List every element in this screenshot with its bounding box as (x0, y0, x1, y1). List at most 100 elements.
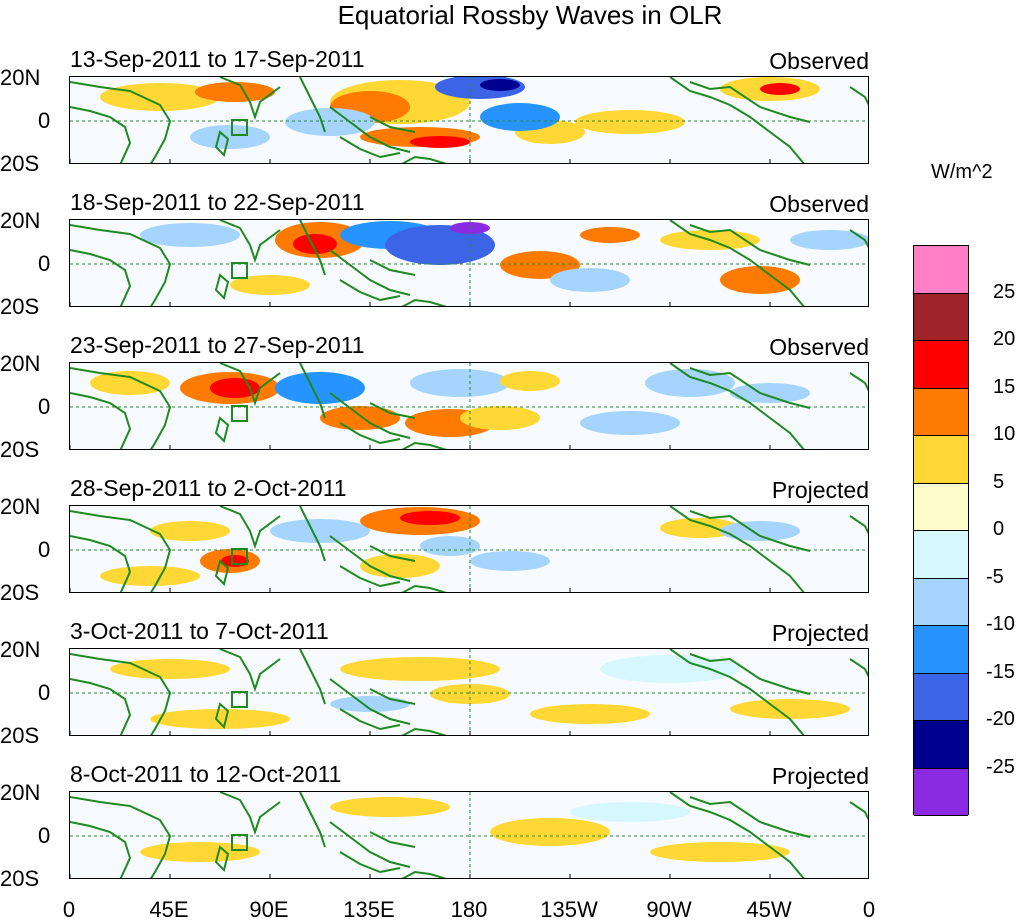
anomaly-contour (550, 268, 630, 292)
coastline (214, 130, 230, 157)
colorbar-swatch (914, 436, 968, 484)
olr-map-panel (69, 219, 869, 307)
colorbar-swatch (914, 531, 968, 579)
olr-map-panel (69, 791, 869, 879)
region-box (231, 691, 248, 708)
anomaly-contour (570, 802, 690, 822)
anomaly-contour (420, 536, 480, 556)
panel-type-label: Observed (769, 334, 869, 360)
colorbar-label: -25 (986, 755, 1015, 778)
colorbar-swatch (914, 768, 968, 816)
coastline (339, 116, 416, 159)
x-tick-label: 45W (746, 897, 792, 922)
panel-type-label: Observed (769, 191, 869, 217)
panel-date-range: 23-Sep-2011 to 27-Sep-2011 (70, 332, 365, 358)
colorbar-label: 25 (993, 280, 1016, 303)
anomaly-contour (470, 551, 550, 571)
anomaly-contour (460, 406, 540, 430)
colorbar-label: 15 (993, 375, 1016, 398)
map-canvas (70, 649, 868, 735)
panel-date-range: 8-Oct-2011 to 12-Oct-2011 (70, 761, 342, 787)
anomaly-contour (150, 709, 290, 729)
coastline (219, 506, 281, 550)
coastline (70, 367, 172, 449)
colorbar-label: -15 (986, 660, 1015, 683)
x-tick-label: 45E (149, 897, 189, 922)
coastline (70, 821, 132, 878)
coastline (70, 653, 172, 735)
anomaly-contour (500, 371, 560, 391)
map-canvas (70, 363, 868, 449)
panel-date-range: 3-Oct-2011 to 7-Oct-2011 (70, 618, 329, 644)
coastline (689, 653, 811, 695)
y-tick-label: 20S (0, 866, 40, 891)
coastline (299, 77, 411, 153)
colorbar-swatch (914, 341, 968, 389)
map-canvas (70, 792, 868, 878)
panel-type-label: Projected (771, 763, 869, 789)
region-box (231, 119, 248, 136)
panel-date-range: 28-Sep-2011 to 2-Oct-2011 (70, 475, 347, 501)
anomaly-contour (410, 369, 510, 397)
region-box (231, 548, 248, 565)
anomaly-contour (270, 519, 370, 543)
anomaly-contour (293, 234, 337, 254)
y-tick-label: 20S (0, 437, 40, 462)
coastline (849, 658, 868, 678)
coastline (70, 81, 172, 163)
coastline (401, 870, 447, 878)
coastline (70, 224, 172, 306)
coastline (299, 220, 411, 296)
coastline (401, 441, 447, 449)
coastline (669, 220, 805, 306)
colorbar-label: -5 (986, 565, 1004, 588)
coastline (669, 649, 805, 735)
anomaly-contour (575, 110, 685, 134)
region-box (231, 262, 248, 279)
anomaly-contour (110, 659, 230, 679)
coastline (849, 86, 868, 106)
anomaly-contour (490, 818, 610, 846)
coastline (849, 515, 868, 535)
coastline (401, 727, 447, 735)
coastline (849, 801, 868, 821)
colorbar-swatch (914, 246, 968, 294)
coastline (70, 106, 132, 163)
region-box (231, 834, 248, 851)
anomaly-contour (285, 108, 375, 136)
anomaly-contour (500, 251, 580, 279)
coastline (70, 796, 172, 878)
coastline (214, 273, 230, 300)
colorbar (913, 245, 969, 816)
coastline (299, 363, 411, 439)
anomaly-contour (150, 521, 230, 541)
colorbar-swatch (914, 626, 968, 674)
coastline (339, 831, 416, 874)
coastline (70, 249, 132, 306)
coastline (219, 792, 281, 836)
y-tick-label: 20N (0, 65, 41, 90)
olr-map-panel (69, 362, 869, 450)
anomaly-contour (190, 125, 270, 149)
anomaly-contour (330, 797, 450, 817)
anomaly-contour (340, 657, 500, 681)
colorbar-swatch (914, 483, 968, 531)
coastline (219, 220, 281, 264)
y-tick-label: 0 (38, 537, 51, 562)
colorbar-swatch (914, 721, 968, 769)
colorbar-swatch (914, 578, 968, 626)
colorbar-label: 0 (993, 518, 1005, 540)
coastline (849, 229, 868, 249)
coastline (339, 259, 416, 302)
y-tick-label: 20S (0, 151, 40, 176)
y-tick-label: 0 (38, 394, 51, 419)
olr-map-panel (69, 76, 869, 164)
coastline (299, 792, 411, 868)
y-tick-label: 20S (0, 294, 40, 319)
x-tick-label: 180 (450, 897, 488, 922)
panel-type-label: Observed (769, 48, 869, 74)
anomaly-contour (720, 266, 800, 294)
coastline (339, 688, 416, 731)
y-tick-label: 0 (38, 823, 51, 848)
anomaly-contour (140, 842, 260, 862)
